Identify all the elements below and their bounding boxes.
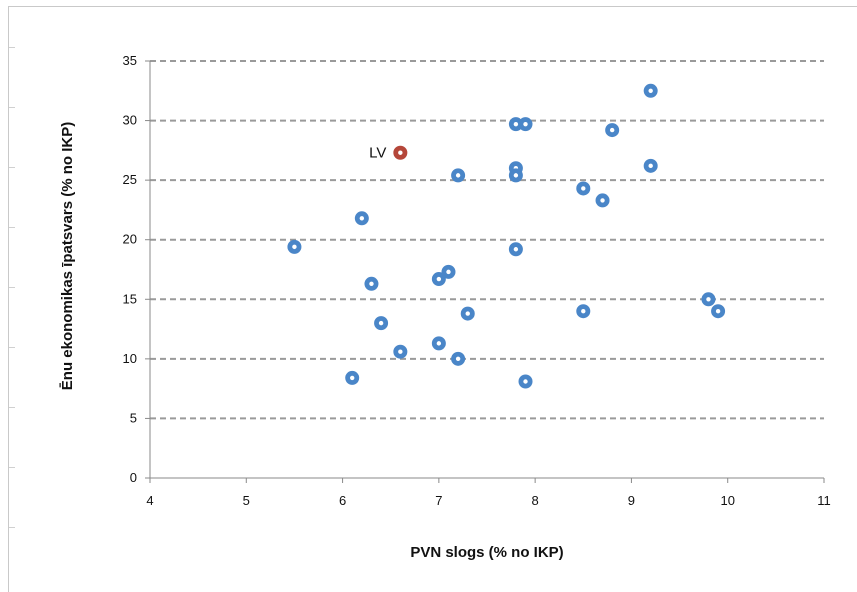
data-point <box>595 193 610 208</box>
chart-frame <box>8 6 857 592</box>
x-tick-label: 4 <box>146 493 153 508</box>
x-tick-label: 10 <box>720 493 734 508</box>
data-point <box>576 181 591 196</box>
data-point <box>643 83 658 98</box>
frame-tick <box>9 527 15 528</box>
data-point <box>518 374 533 389</box>
data-point-center <box>436 276 442 282</box>
y-tick-label: 15 <box>123 291 137 306</box>
data-point <box>287 239 302 254</box>
frame-tick <box>9 467 15 468</box>
data-point-center <box>465 311 470 316</box>
data-point-center <box>581 186 586 191</box>
data-point <box>431 336 446 351</box>
x-tick-label: 7 <box>435 493 442 508</box>
data-point-center <box>648 163 653 169</box>
data-point <box>576 304 591 319</box>
data-point-center <box>350 375 355 381</box>
data-point <box>460 306 475 321</box>
y-tick-label: 20 <box>123 232 137 247</box>
x-tick-label: 9 <box>628 493 635 508</box>
frame-tick <box>9 287 15 288</box>
data-point-center <box>446 269 451 275</box>
frame-tick <box>9 227 15 228</box>
data-point-center <box>600 198 605 203</box>
x-axis-title: PVN slogs (% no IKP) <box>410 544 563 561</box>
frame-tick <box>9 47 15 48</box>
data-point-center <box>378 320 384 326</box>
data-point <box>451 351 466 366</box>
data-point-center <box>706 297 711 302</box>
data-point <box>643 158 658 173</box>
data-point <box>508 117 523 132</box>
frame-tick <box>9 407 15 408</box>
frame-tick <box>9 167 15 168</box>
data-point-center <box>359 216 365 221</box>
x-tick-label: 11 <box>817 493 831 508</box>
data-point <box>441 264 456 279</box>
data-point-center <box>648 88 653 93</box>
data-point-center <box>513 121 519 127</box>
data-point <box>393 344 408 359</box>
data-point-center <box>513 247 519 252</box>
data-point <box>364 276 379 291</box>
data-point <box>345 370 360 385</box>
highlight-label: LV <box>369 145 386 162</box>
data-point <box>451 168 466 183</box>
data-point-center <box>292 244 297 250</box>
data-point-center <box>523 121 528 127</box>
highlight-point <box>393 145 408 160</box>
data-point-center <box>581 309 586 314</box>
y-tick-label: 5 <box>130 410 137 425</box>
highlight-point-center <box>398 150 403 155</box>
axes <box>145 60 825 483</box>
data-point-center <box>398 349 403 354</box>
y-tick-label: 30 <box>123 113 137 128</box>
data-point-center <box>436 341 442 346</box>
data-point <box>701 292 716 307</box>
y-axis-title: Ēnu ekonomikas īpatsvars (% no IKP) <box>59 122 76 390</box>
data-point <box>508 242 523 257</box>
data-point <box>354 211 369 226</box>
data-point <box>508 168 523 183</box>
x-tick-label: 5 <box>243 493 250 508</box>
x-tick-label: 8 <box>532 493 539 508</box>
data-point-center <box>369 281 374 286</box>
data-point <box>431 272 446 287</box>
frame-tick <box>9 347 15 348</box>
data-point-center <box>455 356 461 362</box>
x-tick-label: 6 <box>339 493 346 508</box>
data-point <box>711 304 726 319</box>
data-point-center <box>455 173 461 178</box>
data-point <box>374 316 389 331</box>
data-points <box>287 83 726 389</box>
y-tick-label: 35 <box>123 53 137 68</box>
gridlines <box>150 60 824 420</box>
data-point-center <box>523 379 528 384</box>
frame-tick <box>9 107 15 108</box>
data-point-center <box>609 127 615 133</box>
y-tick-label: 10 <box>123 351 137 366</box>
y-tick-label: 0 <box>130 470 137 485</box>
data-point <box>605 123 620 138</box>
y-tick-label: 25 <box>123 172 137 187</box>
data-point-center <box>715 309 721 314</box>
data-point-center <box>513 173 519 178</box>
data-point <box>518 117 533 132</box>
tick-labels: 0 5 10 15 20 25 30 35 4 5 6 7 8 9 10 11 <box>123 53 831 508</box>
